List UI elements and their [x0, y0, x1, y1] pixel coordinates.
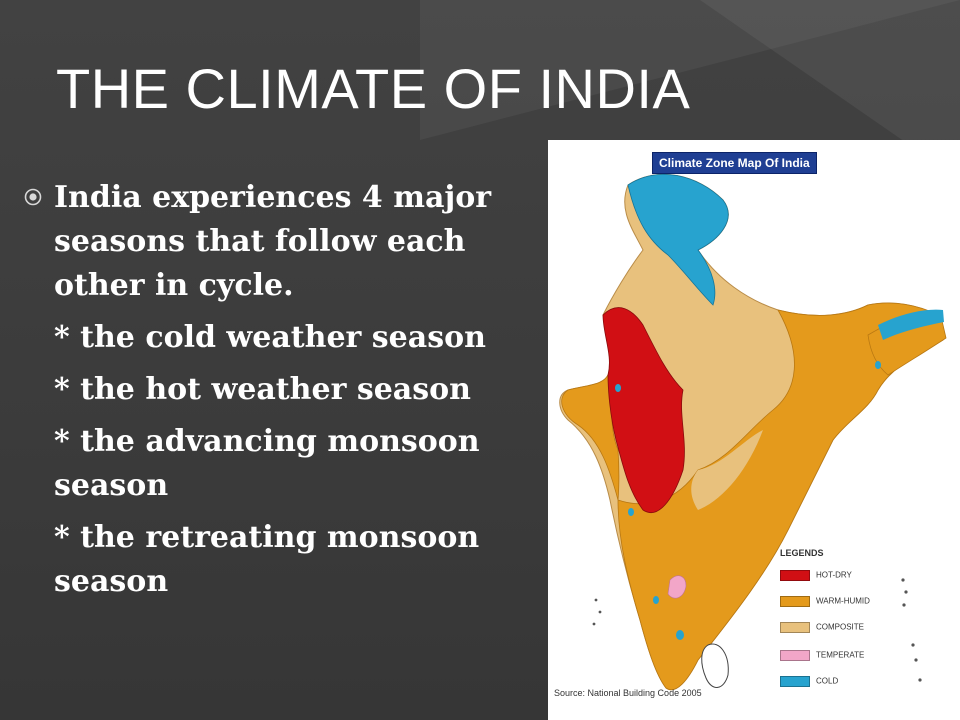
circled-bullet-icon: [24, 188, 42, 206]
legend-item: HOT-DRY: [780, 570, 852, 581]
legend-item: TEMPERATE: [780, 650, 864, 661]
legend-label: WARM-HUMID: [816, 596, 870, 606]
map-title: Climate Zone Map Of India: [652, 152, 817, 174]
legend-title: LEGENDS: [780, 548, 824, 558]
legend-label: COLD: [816, 676, 839, 686]
legend-swatch: [780, 570, 810, 581]
legend-swatch: [780, 596, 810, 607]
legend-swatch: [780, 622, 810, 633]
map-source: Source: National Building Code 2005: [554, 688, 702, 698]
legend-label: HOT-DRY: [816, 570, 852, 580]
slide-title: THE CLIMATE OF INDIA: [56, 57, 691, 120]
season-item: * the cold weather season: [54, 320, 486, 355]
season-item: * the retreating monsoon season: [54, 520, 480, 599]
legend-label: TEMPERATE: [816, 650, 865, 660]
season-item: * the hot weather season: [54, 372, 471, 407]
legend-item: WARM-HUMID: [780, 596, 870, 607]
background-facet: [420, 0, 960, 140]
legend-label: COMPOSITE: [816, 622, 865, 632]
climate-map-panel: Climate Zone Map Of India LEGENDS HOT-DR…: [548, 140, 960, 720]
slide-content: India experiences 4 major seasons that f…: [18, 176, 548, 612]
intro-text: India experiences 4 major seasons that f…: [54, 180, 492, 303]
legend-item: COLD: [780, 676, 838, 687]
legend-item: COMPOSITE: [780, 622, 864, 633]
intro-bullet: India experiences 4 major seasons that f…: [18, 176, 548, 308]
legend-swatch: [780, 650, 810, 661]
legend-swatch: [780, 676, 810, 687]
season-item: * the advancing monsoon season: [54, 424, 480, 503]
india-climate-map: [559, 173, 947, 691]
